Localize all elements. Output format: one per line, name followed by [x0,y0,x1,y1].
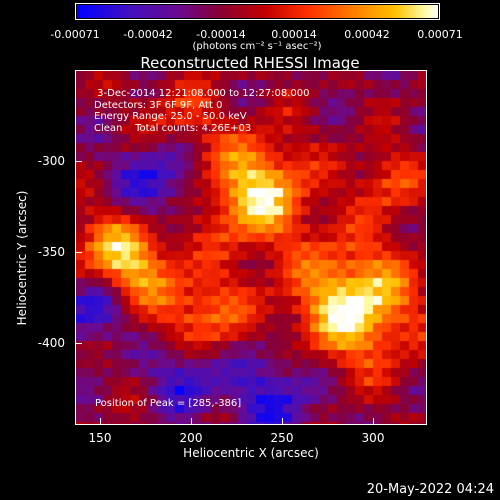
image-annotations: 3-Dec-2014 12:21:08.000 to 12:27:08.000 … [94,88,310,134]
colorbar-units: (photons cm⁻² s⁻¹ asec⁻²) [192,41,322,52]
x-tick-label: 250 [270,431,294,445]
y-tick-label: -350 [37,245,65,259]
x-tick [191,418,192,425]
x-tick [282,418,283,425]
image-plot: 3-Dec-2014 12:21:08.000 to 12:27:08.000 … [75,70,427,425]
colorbar-gradient [77,5,438,18]
annotation-detectors: Detectors: 3F 6F 9F, Att 0 [94,99,223,111]
y-axis-label: Heliocentric Y (arcsec) [15,190,29,326]
colorbar-tick-label: -0.00071 [50,28,100,41]
plot-timestamp: 20-May-2022 04:24 [366,482,494,497]
x-tick [100,418,101,425]
y-tick [75,343,82,344]
colorbar-tick-label: -0.00042 [123,28,173,41]
colorbar-tick-label: 0.00014 [271,28,317,41]
x-tick [373,418,374,425]
annotation-energy-range: Energy Range: 25.0 - 50.0 keV [94,111,247,122]
annotation-clean-counts: Clean Total counts: 4.26E+03 [94,122,252,134]
x-axis-label: Heliocentric X (arcsec) [183,446,319,460]
reconstructed-image [76,71,426,424]
y-tick [75,252,82,253]
x-tick-label: 200 [179,431,203,445]
colorbar-tick-label: 0.00071 [417,28,463,41]
annotation-time-range: 3-Dec-2014 12:21:08.000 to 12:27:08.000 [94,88,310,99]
y-tick-label: -300 [37,154,65,168]
y-tick-label: -400 [37,336,65,350]
colorbar-tick-label: -0.00014 [196,28,246,41]
colorbar-tick-label: 0.00042 [344,28,390,41]
peak-position-label: Position of Peak = [285,-386] [95,398,242,409]
y-tick [75,161,82,162]
colorbar [75,3,440,20]
x-tick-label: 150 [88,431,112,445]
plot-title: Reconstructed RHESSI Image [140,54,360,72]
x-tick-label: 300 [361,431,385,445]
